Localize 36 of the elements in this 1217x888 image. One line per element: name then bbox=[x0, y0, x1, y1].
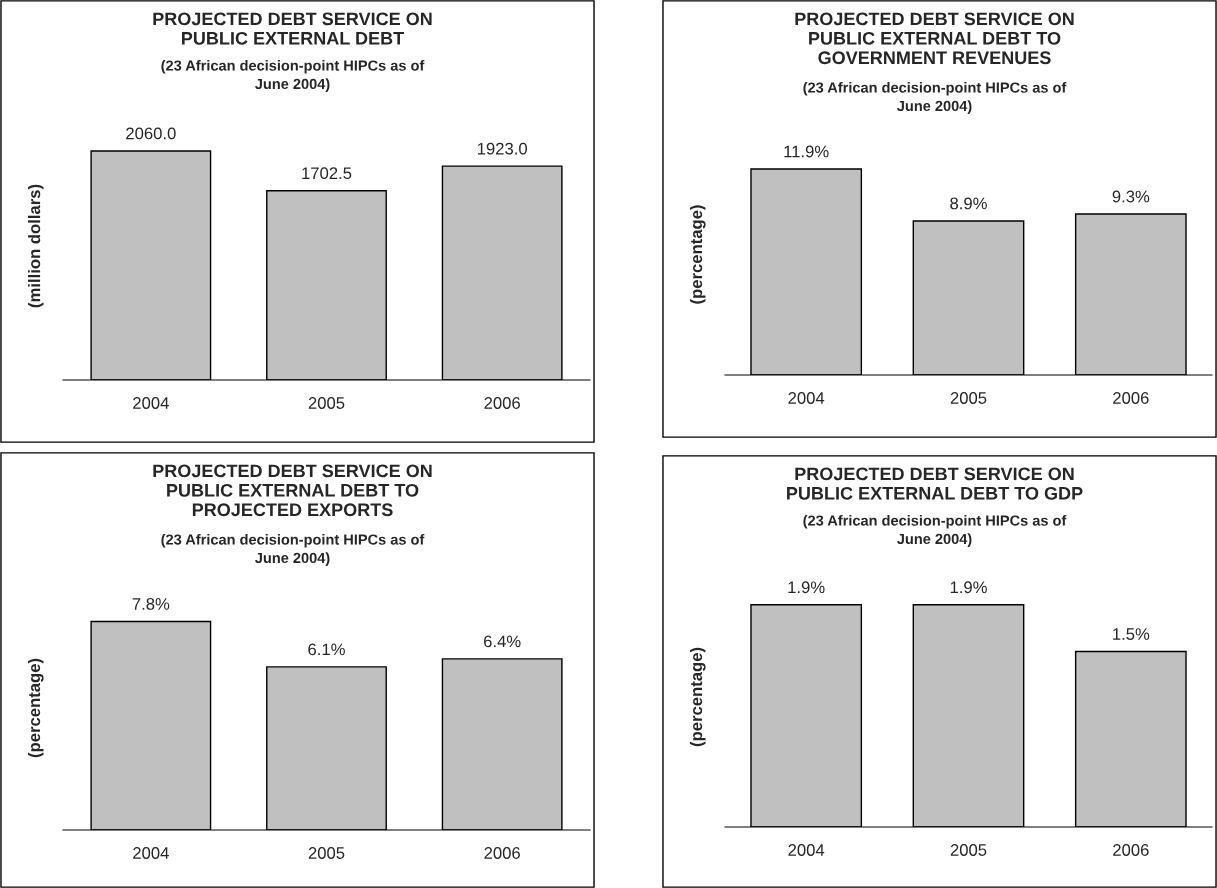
x-tick-label: 2005 bbox=[950, 392, 987, 404]
data-label: 1.5% bbox=[1113, 628, 1150, 640]
chart-subtitle: (23 African decision-point HIPCs as of June 2004) bbox=[803, 82, 1067, 114]
x-tick-label: 2005 bbox=[950, 844, 987, 856]
data-label: 1.9% bbox=[950, 581, 987, 594]
data-label: 8.9% bbox=[950, 197, 987, 210]
data-label: 1923.0 bbox=[477, 142, 528, 155]
y-axis-title: (percentage) bbox=[27, 658, 44, 758]
x-tick-label: 2006 bbox=[1113, 844, 1149, 856]
data-label: 11.9% bbox=[784, 145, 829, 158]
x-tick-label: 2004 bbox=[788, 392, 825, 404]
chart-subtitle: (23 African decision-point HIPCs as of June 2004) bbox=[803, 515, 1067, 547]
x-tick-label: 2006 bbox=[1113, 392, 1149, 404]
x-tick-label: 2005 bbox=[308, 397, 345, 409]
chart-title: PROJECTED DEBT SERVICE ON PUBLIC EXTERNAL DEBT TO PROJECTED EXPORTS bbox=[153, 464, 432, 517]
x-tick-label: 2006 bbox=[484, 847, 520, 859]
y-axis-title: (million dollars) bbox=[28, 184, 44, 308]
data-label: 7.8% bbox=[132, 598, 170, 610]
y-axis-title: (percentage) bbox=[689, 205, 706, 304]
data-label: 1.9% bbox=[788, 581, 825, 594]
data-label: 9.3% bbox=[1112, 190, 1150, 203]
chart-title: PROJECTED DEBT SERVICE ON PUBLIC EXTERNAL DEBT TO GOVERNMENT REVENUES bbox=[795, 12, 1074, 65]
chart-subtitle: (23 African decision-point HIPCs as of June 2004) bbox=[161, 60, 425, 92]
x-tick-label: 2004 bbox=[788, 844, 825, 856]
chart-title: PROJECTED DEBT SERVICE ON PUBLIC EXTERNAL DEBT bbox=[153, 12, 432, 45]
chart-subtitle: (23 African decision-point HIPCs as of June 2004) bbox=[161, 534, 425, 566]
x-tick-label: 2005 bbox=[308, 847, 345, 859]
x-tick-label: 2006 bbox=[484, 397, 520, 409]
data-label: 2060.0 bbox=[126, 127, 176, 140]
y-axis-title: (percentage) bbox=[689, 647, 706, 747]
x-tick-label: 2004 bbox=[133, 847, 169, 859]
data-label: 6.1% bbox=[308, 643, 345, 656]
data-label: 6.4% bbox=[484, 635, 521, 648]
x-tick-label: 2004 bbox=[133, 397, 169, 409]
chart-title: PROJECTED DEBT SERVICE ON PUBLIC EXTERNAL DEBT TO GDP bbox=[787, 467, 1083, 500]
data-label: 1702.5 bbox=[302, 167, 352, 180]
